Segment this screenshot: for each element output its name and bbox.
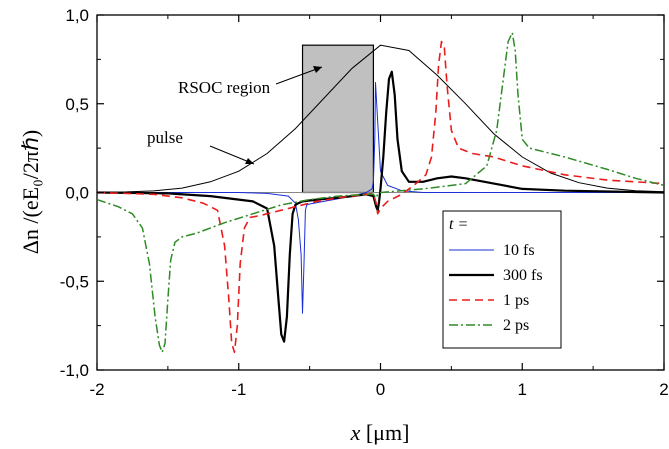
axis-ticks — [96, 14, 665, 371]
plot-area — [96, 14, 665, 371]
rsoc-region-box — [301, 44, 375, 194]
series-layer — [96, 32, 665, 354]
y-tick-label: 0,5 — [65, 95, 89, 114]
y-tick-label: 0,0 — [65, 184, 89, 203]
legend-label: 2 ps — [503, 317, 529, 334]
x-tick-label: 1 — [518, 380, 527, 399]
series-line-4 — [96, 32, 665, 354]
legend-label: 1 ps — [503, 292, 529, 309]
tick-labels: -2 -1 0 1 2 -1,0 -0,5 0,0 0,5 1,0 — [60, 6, 669, 399]
x-tick-label: -1 — [231, 380, 246, 399]
rsoc-region-label: RSOC region — [178, 78, 271, 97]
legend-label: 10 fs — [503, 242, 535, 259]
pulse-label: pulse — [147, 128, 183, 147]
x-tick-label: 2 — [659, 380, 668, 399]
legend-items: 10 fs 300 fs 1 ps 2 ps — [449, 242, 543, 334]
legend-label: 300 fs — [503, 267, 543, 284]
y-axis-title: Δn /(eE₀/2πℏ) — [18, 130, 43, 254]
rsoc-arrow-head — [313, 66, 322, 73]
y-tick-label: 1,0 — [65, 6, 89, 25]
legend: t = 10 fs 300 fs 1 ps 2 ps — [442, 210, 562, 349]
y-tick-label: -1,0 — [60, 361, 89, 380]
x-tick-label: 0 — [376, 380, 385, 399]
series-line-3 — [96, 40, 665, 354]
pulse-line — [96, 44, 665, 193]
rsoc-arrow — [275, 66, 323, 85]
series-line-2 — [96, 70, 665, 343]
legend-title: t = — [449, 216, 468, 233]
y-tick-label: -0,5 — [60, 272, 89, 291]
x-axis-title: x [μm] — [350, 420, 410, 445]
pulse-arrow-head — [245, 158, 254, 164]
x-tick-label: -2 — [89, 380, 104, 399]
